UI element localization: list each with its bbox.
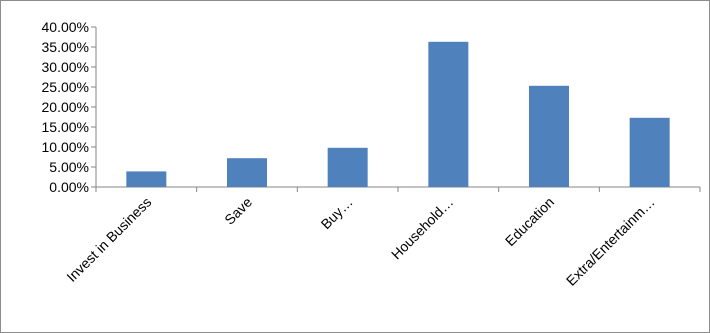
x-tick-label: Extra/Entertainm… <box>563 194 658 289</box>
bar <box>629 117 670 187</box>
bar <box>227 158 267 187</box>
x-tick-labels: Invest in Business Save Buy… Household… Educ… <box>63 194 657 289</box>
y-tick-label: 10.00% <box>42 139 89 155</box>
y-tick-label: 5.00% <box>49 159 89 175</box>
y-tick-label: 40.00% <box>42 19 89 35</box>
x-axis <box>95 186 701 192</box>
y-tick-label: 15.00% <box>42 119 89 135</box>
x-tick-label: Household… <box>388 194 457 263</box>
y-tick-label: 35.00% <box>42 39 89 55</box>
bar <box>428 41 469 187</box>
y-tick-label: 20.00% <box>42 99 89 115</box>
bar <box>327 147 368 187</box>
y-axis: 0.00% 5.00% 10.00% 15.00% 20.00% 25.00% 30.00%… <box>42 19 97 195</box>
y-tick-label: 0.00% <box>49 179 89 195</box>
bars <box>126 41 670 187</box>
x-tick-label: Invest in Business <box>63 194 154 285</box>
x-tick-label: Buy… <box>318 194 356 232</box>
x-tick-label: Education <box>502 194 557 249</box>
x-tick-label: Save <box>221 194 255 228</box>
bar <box>126 171 167 187</box>
bar <box>529 85 569 187</box>
y-tick-label: 30.00% <box>42 59 89 75</box>
y-tick-label: 25.00% <box>42 79 89 95</box>
